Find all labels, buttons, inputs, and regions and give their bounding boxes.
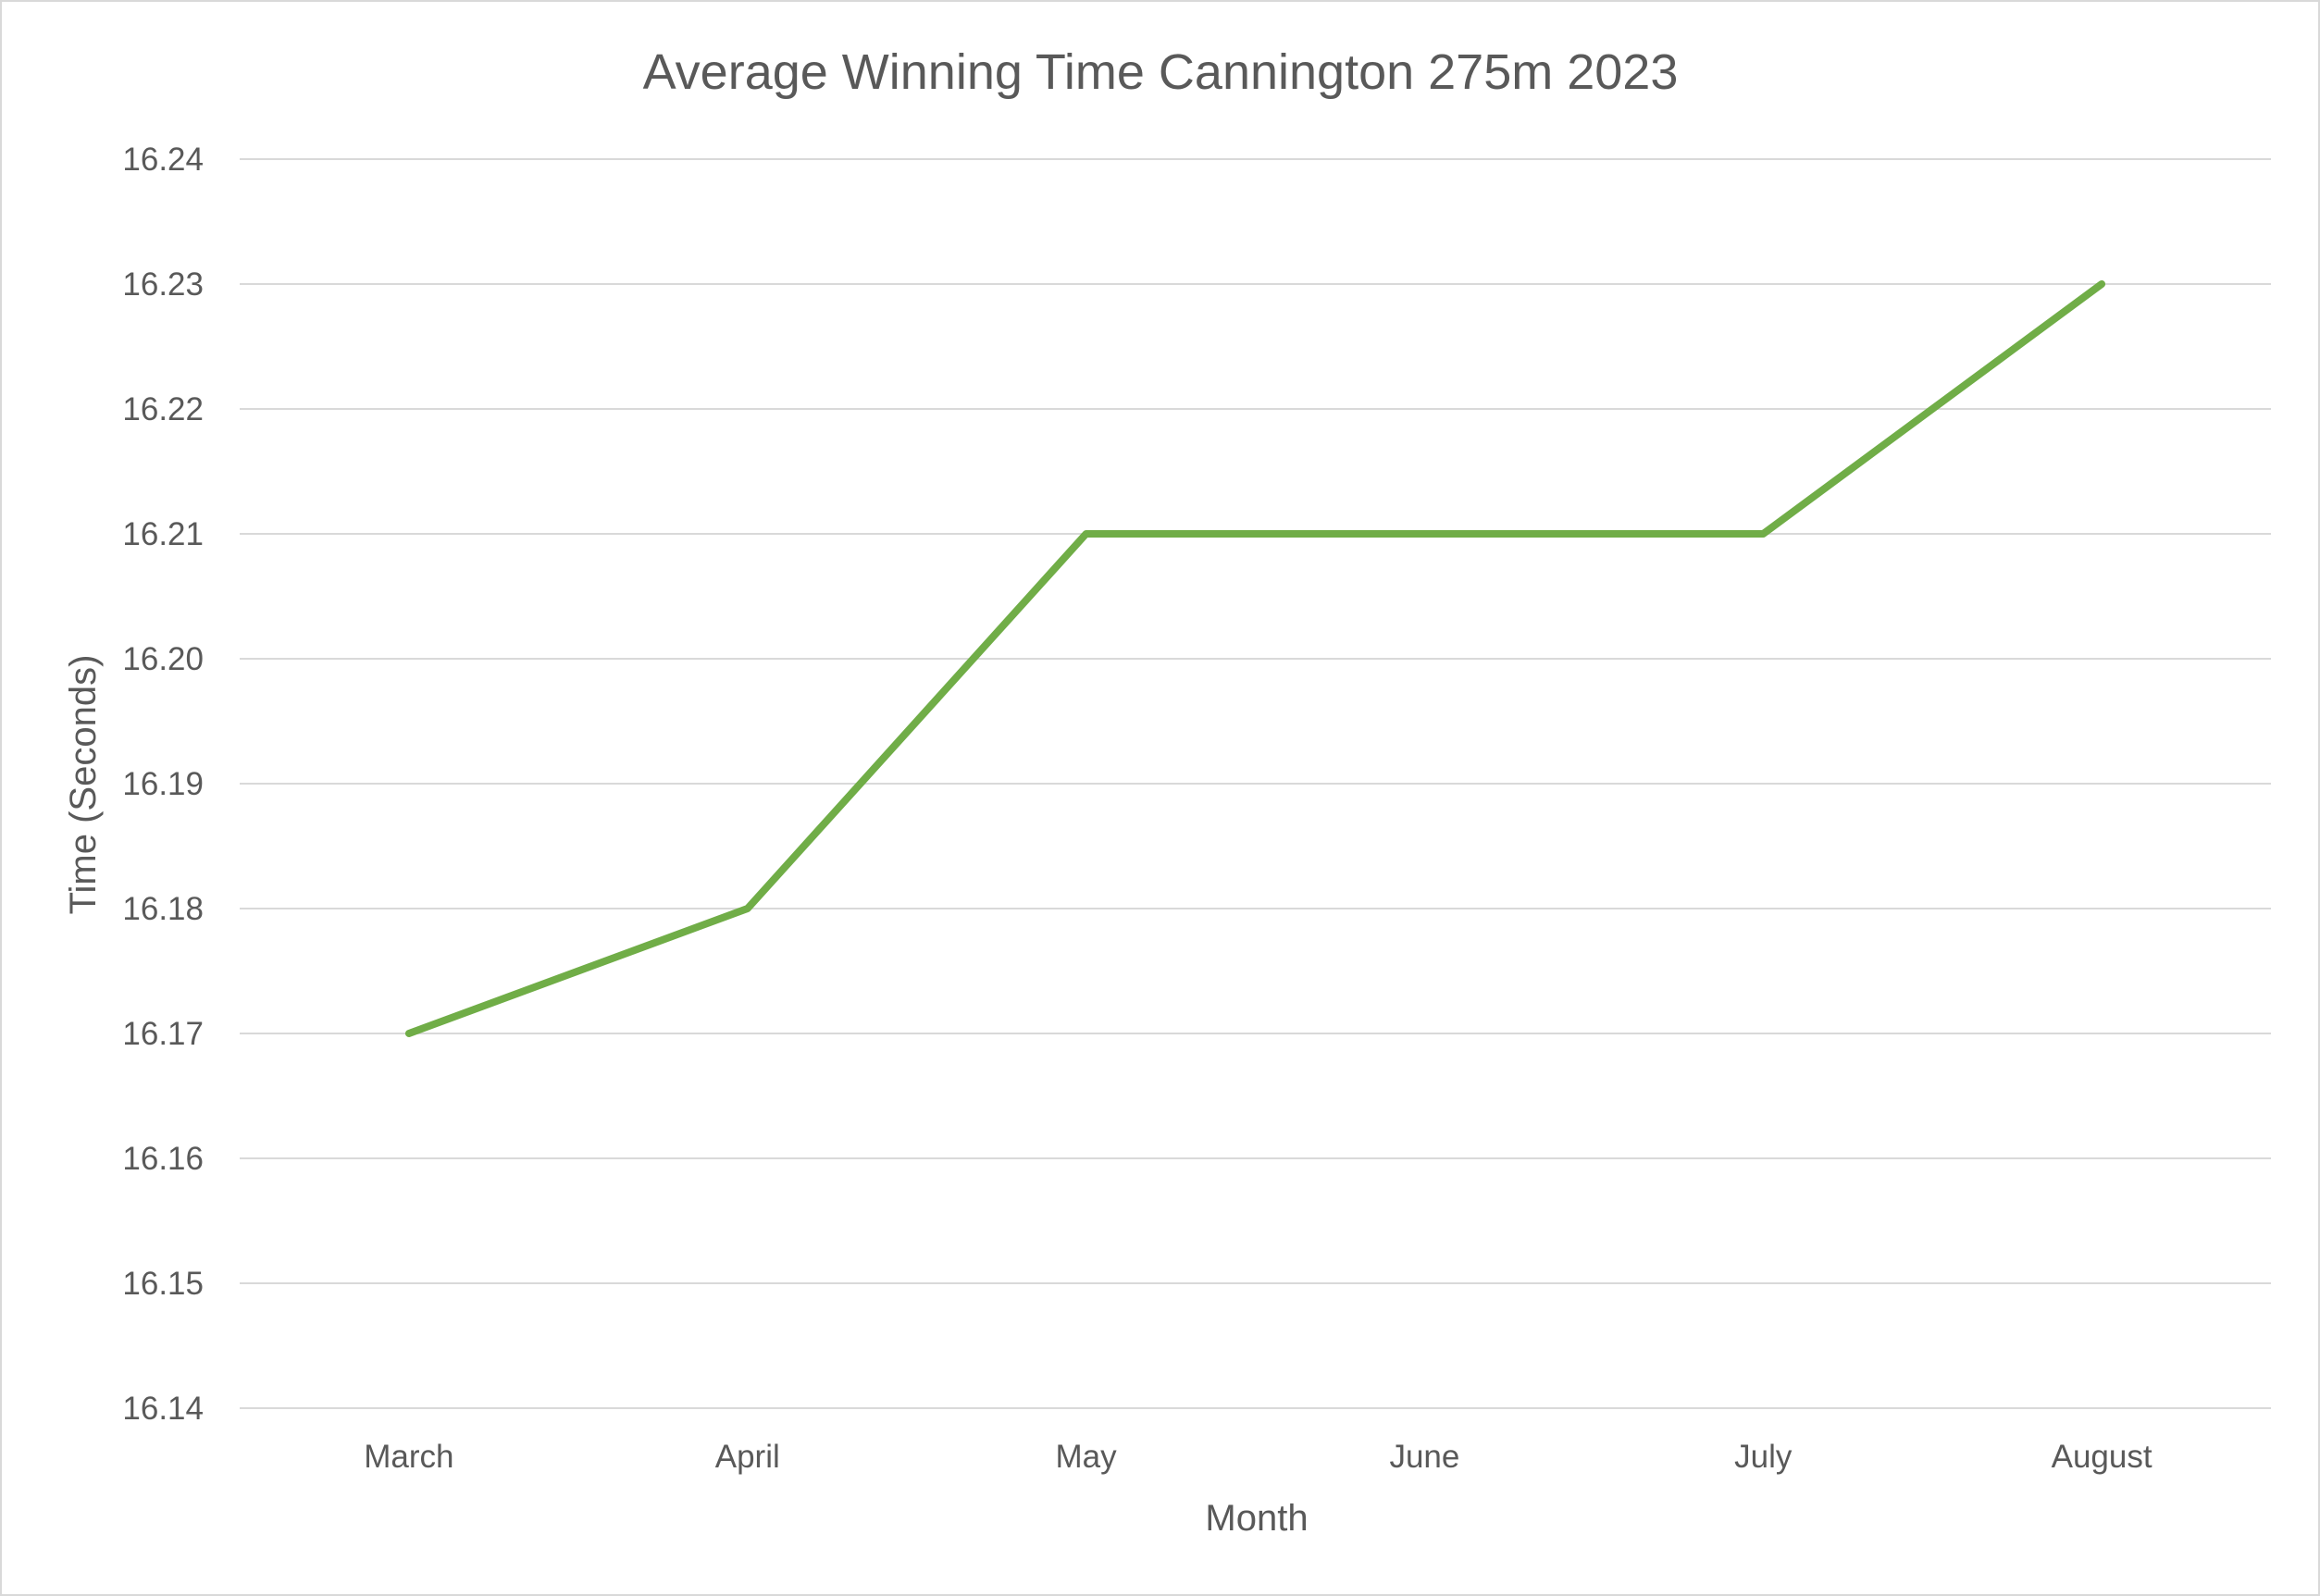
y-tick-label: 16.16 <box>122 1141 204 1177</box>
x-tick-label: August <box>2052 1439 2153 1475</box>
y-tick-label: 16.14 <box>122 1391 204 1427</box>
gridlines <box>240 158 2271 1409</box>
data-point <box>744 906 751 911</box>
data-point <box>2099 281 2105 287</box>
y-tick-label: 16.20 <box>122 641 204 677</box>
y-tick-label: 16.19 <box>122 766 204 802</box>
y-tick-label: 16.15 <box>122 1266 204 1302</box>
x-tick-label: April <box>715 1439 780 1475</box>
x-tick-label: May <box>1056 1439 1118 1475</box>
y-tick-label: 16.22 <box>122 391 204 427</box>
data-point <box>405 1031 412 1036</box>
y-tick-label: 16.23 <box>122 266 204 303</box>
y-axis-title: Time (Seconds) <box>63 655 104 915</box>
y-tick-label: 16.17 <box>122 1016 204 1052</box>
data-point <box>1083 531 1089 537</box>
x-axis-title: Month <box>1205 1498 1308 1539</box>
x-axis-ticks: March April May June July August <box>364 1439 2153 1475</box>
x-tick-label: March <box>364 1439 453 1475</box>
chart-title: Average Winning Time Cannington 275m 202… <box>643 44 1679 100</box>
y-tick-label: 16.24 <box>122 142 204 178</box>
series-layer <box>404 280 2106 1037</box>
data-point <box>1760 531 1767 537</box>
data-point <box>1421 531 1428 537</box>
y-tick-label: 16.21 <box>122 516 204 552</box>
x-tick-label: July <box>1734 1439 1793 1475</box>
x-tick-label: June <box>1389 1439 1459 1475</box>
y-axis-ticks: 16.14 16.15 16.16 16.17 16.18 16.19 16.20 16.21… <box>122 142 204 1427</box>
y-tick-label: 16.18 <box>122 891 204 927</box>
series-line <box>404 280 2106 1037</box>
